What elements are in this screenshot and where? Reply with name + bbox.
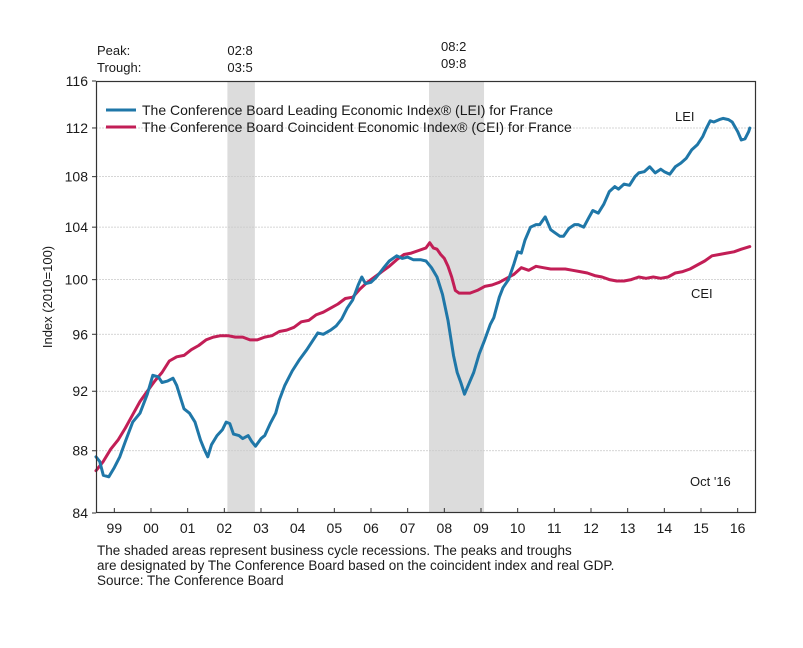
footnote-line-1: The shaded areas represent business cycl…	[97, 543, 572, 558]
y-tick-label: 88	[72, 443, 88, 459]
x-tick-label: 14	[657, 520, 673, 536]
x-tick-label: 12	[583, 520, 599, 536]
y-tick-label: 84	[72, 505, 88, 521]
y-tick-label: 112	[66, 120, 89, 136]
cei-annotation: CEI	[691, 286, 713, 301]
recession-peak-date: 02:8	[227, 43, 252, 58]
x-tick-label: 05	[327, 520, 343, 536]
peak-trough-labels: Peak: Trough: 02:8 03:5 08:2 09:8	[97, 39, 466, 75]
gridlines	[96, 127, 756, 452]
y-tick-label: 96	[72, 326, 88, 342]
x-tick-label: 00	[143, 520, 159, 536]
x-tick-label: 04	[290, 520, 306, 536]
x-tick-label: 07	[400, 520, 416, 536]
x-tick-label: 09	[473, 520, 489, 536]
recession-band	[429, 81, 485, 513]
x-tick-label: 03	[253, 520, 269, 536]
recession-band	[227, 81, 255, 513]
peak-label: Peak:	[97, 43, 130, 58]
x-tick-label: 13	[620, 520, 636, 536]
y-axis-title: Index (2010=100)	[40, 246, 55, 348]
x-tick-label: 01	[180, 520, 196, 536]
x-tick-label: 06	[363, 520, 379, 536]
recession-bands	[227, 81, 485, 513]
trough-label: Trough:	[97, 60, 141, 75]
footnote-line-2: are designated by The Conference Board b…	[97, 558, 615, 573]
legend-label-cei: The Conference Board Coincident Economic…	[142, 119, 572, 135]
y-tick-label: 116	[66, 73, 89, 89]
lei-annotation: LEI	[675, 109, 695, 124]
y-tick-label: 92	[72, 383, 88, 399]
recession-peak-date: 08:2	[441, 39, 466, 54]
recession-trough-date: 09:8	[441, 56, 466, 71]
series-line-lei	[94, 116, 752, 479]
x-tick-label: 11	[547, 520, 562, 536]
x-axis-ticks: 99 00 01 02 03 04 05 06 07 08 09 10 11 12 13 14 15 16	[107, 508, 746, 536]
x-tick-label: 02	[217, 520, 233, 536]
legend: The Conference Board Leading Economic In…	[106, 102, 572, 135]
y-tick-label: 108	[65, 169, 89, 185]
legend-label-lei: The Conference Board Leading Economic In…	[142, 102, 553, 118]
x-tick-label: 16	[730, 520, 746, 536]
series-line-cei	[94, 241, 752, 473]
x-tick-label: 15	[693, 520, 709, 536]
y-tick-label: 104	[65, 219, 89, 235]
y-tick-label: 100	[65, 272, 89, 288]
x-tick-label: 10	[510, 520, 526, 536]
plot-frame	[95, 80, 757, 514]
source-note: Source: The Conference Board	[97, 573, 284, 588]
series-lines	[94, 116, 752, 479]
recession-trough-date: 03:5	[227, 60, 252, 75]
x-tick-label: 08	[437, 520, 453, 536]
x-tick-label: 99	[107, 520, 123, 536]
latest-date-annotation: Oct '16	[690, 474, 731, 489]
y-axis-ticks: 84 88 92 96 100 104 108 112 116	[65, 73, 96, 521]
